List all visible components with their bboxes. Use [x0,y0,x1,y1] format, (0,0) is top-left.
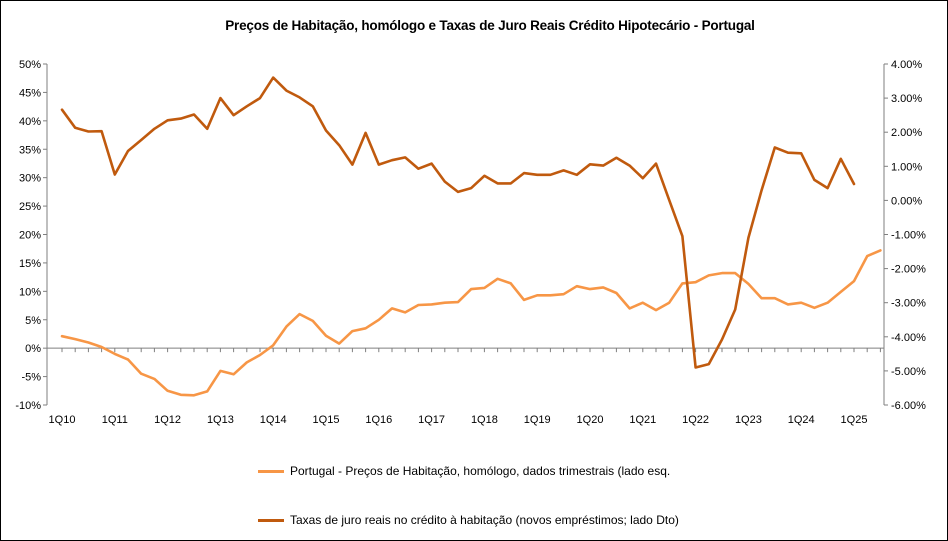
series-line-house-prices [60,249,882,397]
x-tick-label: 1Q24 [788,414,815,426]
x-tick-label: 1Q19 [524,414,551,426]
right-tick-label: 2.00% [891,127,922,139]
legend-swatch-rate [258,518,284,522]
right-tick-label: 0.00% [891,195,922,207]
right-tick-label: -6.00% [891,400,926,412]
left-tick-label: 25% [19,201,41,213]
legend-label-price: Portugal - Preços de Habitação, homólogo… [290,464,671,478]
left-tick-label: 20% [19,230,41,242]
left-tick-label: 35% [19,144,41,156]
x-tick-label: 1Q23 [735,414,762,426]
legend-swatch-price [258,469,284,473]
x-tick-label: 1Q25 [841,414,868,426]
left-tick-label: 50% [19,59,41,71]
x-tick-label: 1Q13 [207,414,234,426]
x-tick-label: 1Q21 [629,414,656,426]
left-tick-label: 30% [19,173,41,185]
right-tick-label: -1.00% [891,230,926,242]
chart-title: Preços de Habitação, homólogo e Taxas de… [225,18,755,33]
x-tick-label: 1Q14 [260,414,287,426]
left-tick-label: 15% [19,258,41,270]
right-tick-label: -5.00% [891,366,926,378]
legend-item-rate: Taxas de juro reais no crédito à habitaç… [258,512,679,528]
right-tick-label: 4.00% [891,59,922,71]
left-tick-label: 40% [19,116,41,128]
right-tick-label: 1.00% [891,161,922,173]
x-tick-label: 1Q12 [154,414,181,426]
right-tick-label: -4.00% [891,332,926,344]
x-tick-label: 1Q18 [471,414,498,426]
left-tick-label: -10% [15,400,41,412]
x-tick-label: 1Q22 [682,414,709,426]
right-tick-label: -3.00% [891,298,926,310]
x-tick-label: 1Q15 [313,414,340,426]
x-tick-label: 1Q20 [577,414,604,426]
legend-item-price: Portugal - Preços de Habitação, homólogo… [258,463,670,479]
left-tick-label: -5% [21,372,41,384]
right-tick-label: -2.00% [891,264,926,276]
left-tick-label: 10% [19,286,41,298]
left-tick-label: 45% [19,87,41,99]
x-tick-label: 1Q17 [418,414,445,426]
x-tick-label: 1Q10 [49,414,76,426]
legend-label-rate: Taxas de juro reais no crédito à habitaç… [290,513,679,527]
x-tick-label: 1Q16 [365,414,392,426]
left-tick-label: 0% [25,343,41,355]
series-line-real-interest-rate [60,76,856,369]
left-tick-label: 5% [25,315,41,327]
x-tick-label: 1Q11 [102,414,128,426]
right-tick-label: 3.00% [891,93,922,105]
